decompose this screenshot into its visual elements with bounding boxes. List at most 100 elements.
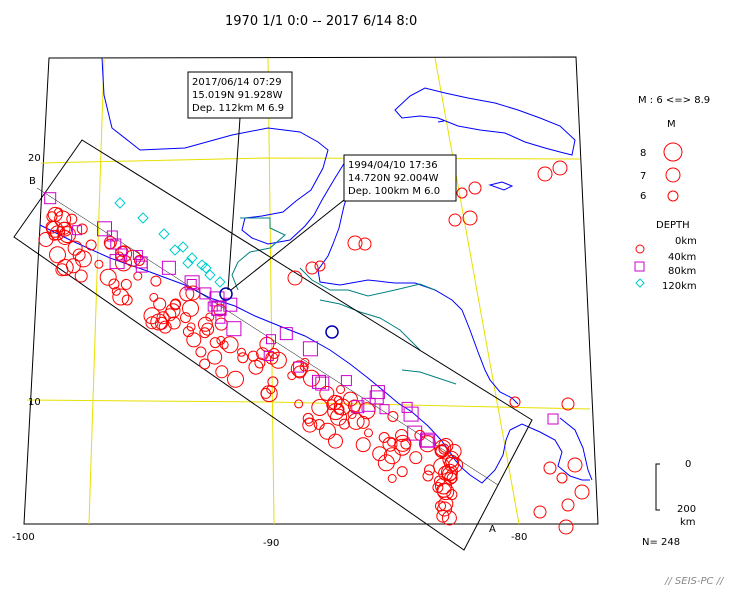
quake-shallow-symbol bbox=[205, 312, 215, 322]
quake-shallow-symbol bbox=[446, 489, 458, 501]
mexico-guatemala-border bbox=[231, 217, 286, 291]
legend-depth-0-label: 0km bbox=[675, 236, 697, 247]
quake-shallow-symbol bbox=[104, 238, 116, 250]
cayman-island bbox=[437, 120, 445, 123]
quake-shallow-symbol bbox=[195, 346, 207, 358]
parallel-20 bbox=[40, 157, 581, 164]
quake-shallow-symbol bbox=[396, 466, 408, 478]
quake-shallow-symbol bbox=[74, 250, 92, 268]
quake-shallow-symbol bbox=[145, 316, 159, 330]
quake-shallow-symbol bbox=[333, 395, 343, 405]
quake-intermediate-symbol bbox=[302, 341, 318, 357]
quake-shallow-symbol bbox=[347, 235, 363, 251]
quake-shallow-symbol bbox=[121, 294, 133, 306]
legend-mag-6-symbol bbox=[667, 190, 679, 202]
quake-shallow-symbol bbox=[409, 451, 423, 465]
quake-shallow-symbol bbox=[552, 160, 568, 176]
quake-shallow-symbol bbox=[383, 447, 401, 465]
quake-shallow-symbol bbox=[468, 181, 482, 195]
quake-shallow-symbol bbox=[314, 260, 326, 272]
earthquake-symbols bbox=[38, 160, 590, 535]
quake-deep-symbol bbox=[137, 212, 149, 224]
quake-shallow-symbol bbox=[67, 240, 83, 256]
quake-shallow-symbol bbox=[207, 349, 223, 365]
quake-shallow-symbol bbox=[364, 428, 373, 438]
quake-intermediate-symbol bbox=[361, 397, 376, 412]
quake-shallow-symbol bbox=[561, 397, 575, 411]
quake-shallow-symbol bbox=[186, 322, 196, 332]
quake-intermediate-symbol bbox=[263, 351, 274, 361]
quake-intermediate-symbol bbox=[186, 279, 197, 289]
quake-shallow-symbol bbox=[434, 439, 452, 457]
quake-shallow-symbol bbox=[558, 519, 574, 535]
quake-intermediate-symbol bbox=[420, 432, 436, 448]
lon-label-100: -100 bbox=[12, 532, 35, 543]
depth-scale-top: 0 bbox=[685, 459, 691, 470]
quake-shallow-symbol bbox=[201, 322, 215, 336]
quake-shallow-symbol bbox=[182, 326, 194, 338]
highlighted-event-2017[interactable] bbox=[219, 287, 233, 301]
quake-shallow-symbol bbox=[209, 337, 221, 349]
quake-shallow-symbol bbox=[424, 464, 435, 476]
quake-deep-symbol bbox=[177, 241, 189, 253]
quake-shallow-symbol bbox=[437, 501, 453, 517]
callout-1994-line3: Dep. 100km M 6.0 bbox=[348, 186, 440, 197]
quake-shallow-symbol bbox=[156, 311, 170, 325]
quake-intermediate-symbol bbox=[403, 406, 419, 422]
quake-shallow-symbol bbox=[387, 411, 399, 422]
legend-magnitude-range: M : 6 <=> 8.9 bbox=[638, 95, 710, 106]
quake-shallow-symbol bbox=[248, 359, 264, 375]
map-frame bbox=[23, 56, 599, 525]
quake-shallow-symbol bbox=[561, 498, 575, 512]
quake-shallow-symbol bbox=[287, 371, 297, 381]
quake-shallow-symbol bbox=[215, 365, 229, 379]
quake-shallow-symbol bbox=[436, 482, 452, 498]
quake-deep-symbol bbox=[204, 269, 216, 281]
quake-intermediate-symbol bbox=[293, 361, 305, 373]
quake-deep-symbol bbox=[158, 228, 170, 240]
quake-intermediate-symbol bbox=[199, 287, 212, 300]
callout-1994-line1: 1994/04/10 17:36 bbox=[348, 160, 438, 171]
legend-mag-8-symbol bbox=[663, 142, 683, 162]
quake-shallow-symbol bbox=[356, 415, 370, 429]
callout-box-2017 bbox=[187, 71, 293, 119]
callout-1994-line2: 14.720N 92.004W bbox=[348, 173, 439, 184]
quake-intermediate-symbol bbox=[215, 313, 226, 324]
callout-2017: 2017/06/14 07:29 15.019N 91.928W Dep. 11… bbox=[187, 71, 293, 119]
quake-shallow-symbol bbox=[49, 246, 66, 264]
callout-1994: 1994/04/10 17:36 14.720N 92.004W Dep. 10… bbox=[343, 154, 457, 202]
borders bbox=[231, 217, 457, 385]
quake-shallow-symbol bbox=[66, 213, 78, 225]
quake-shallow-symbol bbox=[441, 510, 457, 526]
quake-intermediate-symbol bbox=[279, 327, 293, 341]
quake-deep-symbol bbox=[182, 257, 194, 269]
quake-shallow-symbol bbox=[330, 408, 347, 426]
quake-shallow-symbol bbox=[305, 261, 319, 275]
quake-shallow-symbol bbox=[74, 269, 88, 283]
lat-label-20: 20 bbox=[28, 153, 41, 164]
quake-shallow-symbol bbox=[355, 437, 371, 453]
quake-shallow-symbol bbox=[319, 385, 335, 401]
quake-intermediate-symbol bbox=[351, 400, 365, 414]
honduras-nicaragua-border bbox=[319, 299, 421, 351]
quake-shallow-symbol bbox=[358, 237, 372, 251]
graticule bbox=[26, 57, 591, 525]
quake-shallow-symbol bbox=[462, 210, 478, 226]
depth-scale-bar bbox=[655, 463, 660, 511]
legend-magnitude-title: M bbox=[667, 119, 676, 130]
quake-deep-symbol bbox=[169, 244, 181, 256]
highlighted-event-1994[interactable] bbox=[325, 325, 339, 339]
quake-shallow-symbol bbox=[237, 352, 249, 364]
legend-mag-7-symbol bbox=[665, 167, 681, 183]
section-label-b: B bbox=[29, 176, 36, 187]
quake-shallow-symbol bbox=[438, 443, 450, 455]
jamaica-coast bbox=[488, 181, 514, 191]
callout-leader-2017 bbox=[227, 117, 241, 291]
callout-2017-line3: Dep. 112km M 6.9 bbox=[192, 103, 284, 114]
quake-shallow-symbol bbox=[76, 223, 88, 235]
quake-intermediate-symbol bbox=[97, 221, 112, 237]
quake-shallow-symbol bbox=[448, 213, 462, 227]
quake-shallow-symbol bbox=[237, 347, 246, 357]
quake-shallow-symbol bbox=[199, 358, 211, 370]
quake-shallow-symbol bbox=[182, 299, 199, 317]
